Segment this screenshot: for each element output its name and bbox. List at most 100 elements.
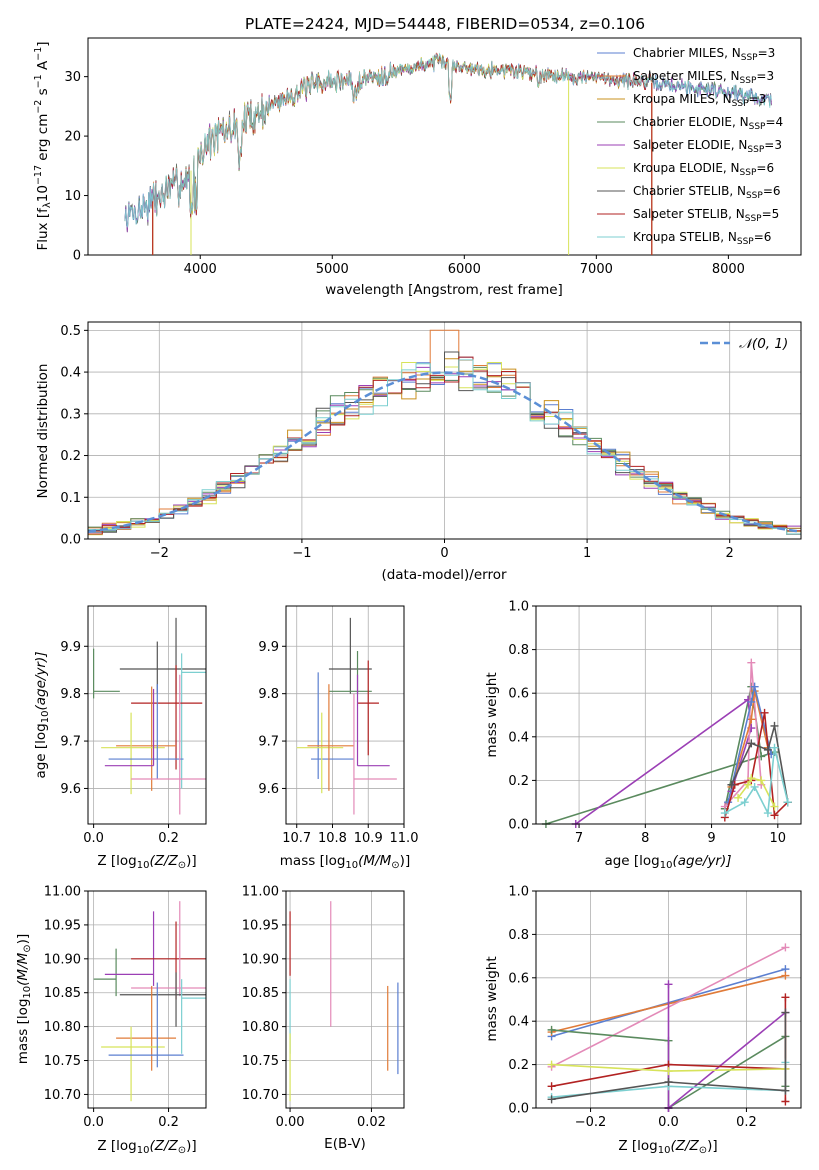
- weight-marker: [770, 802, 779, 811]
- y-tick-label: 0.4: [60, 366, 81, 381]
- weight-marker: [781, 971, 790, 980]
- y-tick-label: 10.70: [44, 1088, 81, 1103]
- legend-text: Chabrier STELIB, N: [633, 184, 746, 198]
- y-tick-label: 10.95: [44, 918, 81, 933]
- legend-entry: Kroupa STELIB, NSSP=6: [633, 230, 771, 247]
- y-tick-label: 0.4: [508, 1015, 529, 1030]
- weight-marker: [781, 943, 790, 952]
- y-tick-label: 10.75: [242, 1054, 279, 1069]
- weight-marker: [664, 1067, 673, 1076]
- x-tick-label: 7: [575, 831, 583, 846]
- legend-entry: Chabrier ELODIE, NSSP=4: [633, 115, 783, 132]
- y-tick-label: 0.0: [60, 533, 81, 548]
- y-tick-label: 0.6: [508, 971, 529, 986]
- legend-text: Salpeter MILES, N: [633, 69, 740, 83]
- weight-marker: [727, 780, 736, 789]
- legend-entry: Chabrier MILES, NSSP=3: [633, 46, 775, 63]
- y-tick-label: 0: [73, 249, 81, 264]
- y-tick-label: 10: [64, 189, 81, 204]
- z-age-panel: 0.0 0.2 9.6 9.7 9.8 9.9 Z [log10(Z/Z⊙)] age […: [33, 605, 207, 871]
- legend-text: Kroupa MILES, N: [633, 92, 732, 106]
- legend-text: Chabrier MILES, N: [633, 46, 741, 60]
- x-tick-label: 0.0: [658, 1115, 679, 1130]
- y-tick-label: 10.90: [242, 952, 279, 967]
- weight-line-pink: [724, 662, 763, 808]
- age-weight-frame: [535, 605, 802, 825]
- weight-marker: [781, 1097, 790, 1106]
- x-tick-label: 9: [707, 831, 715, 846]
- weight-marker: [747, 658, 756, 667]
- weight-marker: [664, 1077, 673, 1086]
- y-tick-label: 1.0: [508, 600, 529, 615]
- x-tick-label: 1: [583, 546, 591, 561]
- mass-age-content: 10.7 10.8 10.9 11.0 9.6 9.7 9.8 9.9: [258, 606, 418, 846]
- weight-marker: [770, 811, 779, 820]
- spectrum-frame: [87, 37, 802, 256]
- spectrum-x-label: wavelength [Angstrom, rest frame]: [325, 282, 563, 298]
- y-tick-label: 30: [64, 70, 81, 85]
- spectrum-lines: [124, 52, 772, 255]
- weight-marker: [740, 798, 749, 807]
- y-tick-label: 9.9: [258, 640, 279, 655]
- legend-text: Chabrier ELODIE, N: [633, 115, 749, 129]
- y-tick-label: 0.2: [60, 449, 81, 464]
- legend-end: =3: [749, 92, 767, 106]
- residual-panel: −2 −1 0 1 2 0.0 0.1 0.2 0.3 0.4 0.5 𝒩(0, 1) (data…: [35, 321, 802, 583]
- legend-text: Salpeter ELODIE, N: [633, 138, 747, 152]
- y-tick-label: 10.90: [44, 952, 81, 967]
- figure-title: PLATE=2424, MJD=54448, FIBERID=0534, z=0…: [245, 15, 645, 33]
- z-weight-panel: −0.2 0.0 0.2 0.0 0.2 0.4 0.6 0.8 1.0 Z [log10(Z/…: [484, 885, 802, 1156]
- y-tick-label: 10.85: [242, 986, 279, 1001]
- spectrum-y-label: Flux [fλ10−17 erg cm−2 s−1 A−1]: [33, 41, 53, 250]
- legend-sub: SSP: [732, 99, 749, 109]
- legend-sub: SSP: [749, 122, 766, 132]
- weight-marker: [781, 993, 790, 1002]
- weight-marker: [760, 708, 769, 717]
- mass-age-x-label: mass [log10(M/M⊙)]: [280, 853, 410, 871]
- y-tick-label: 1.0: [508, 885, 529, 900]
- y-tick-label: 10.70: [242, 1088, 279, 1103]
- weight-marker: [763, 745, 772, 754]
- x-tick-label: 0.00: [276, 1115, 305, 1130]
- normal-curve: [87, 371, 802, 533]
- weight-marker: [757, 776, 766, 785]
- weight-marker: [750, 682, 759, 691]
- legend-text: Salpeter STELIB, N: [633, 207, 745, 221]
- x-tick-label: −1: [292, 546, 311, 561]
- legend-entry: Kroupa ELODIE, NSSP=6: [633, 161, 774, 178]
- z-weight-frame: [535, 890, 802, 1109]
- x-tick-label: 10: [770, 831, 787, 846]
- x-tick-label: 0: [440, 546, 448, 561]
- legend-end: =6: [763, 184, 781, 198]
- y-tick-label: 0.6: [508, 687, 529, 702]
- z-mass-panel: 0.0 0.2 10.70 10.75 10.80 10.85 10.90 10.95 11.0…: [15, 885, 207, 1156]
- y-tick-label: 0.2: [508, 774, 529, 789]
- weight-marker: [763, 809, 772, 818]
- y-tick-label: 0.3: [60, 407, 81, 422]
- age-weight-panel: 7 8 9 10 0.0 0.2 0.4 0.6 0.8 1.0 age [log10(age/y…: [484, 600, 802, 871]
- y-tick-label: 11.00: [242, 885, 279, 900]
- x-tick-label: 0.2: [158, 1115, 179, 1130]
- weight-marker: [770, 721, 779, 730]
- x-tick-label: 5000: [316, 262, 349, 277]
- weight-line-salpeter_miles: [730, 690, 769, 788]
- y-tick-label: 0.2: [508, 1058, 529, 1073]
- x-tick-label: 10.8: [318, 831, 347, 846]
- age-weight-content: 7 8 9 10 0.0 0.2 0.4 0.6 0.8 1.0: [508, 600, 801, 846]
- weight-marker: [747, 739, 756, 748]
- mass-age-panel: 10.7 10.8 10.9 11.0 9.6 9.7 9.8 9.9 mass [log10…: [258, 605, 418, 871]
- z-age-x-label: Z [log10(Z/Z⊙)]: [97, 853, 196, 871]
- y-tick-label: 0.0: [508, 1102, 529, 1117]
- y-tick-label: 9.8: [258, 687, 279, 702]
- y-tick-label: 0.8: [508, 643, 529, 658]
- x-tick-label: 8000: [712, 262, 745, 277]
- x-tick-label: 4000: [184, 262, 217, 277]
- x-tick-label: 0.02: [357, 1115, 386, 1130]
- weight-marker: [547, 1095, 556, 1104]
- ebv-mass-panel: 0.00 0.02 10.70 10.75 10.80 10.85 10.90 10.95 11…: [242, 885, 405, 1152]
- legend-sub: SSP: [741, 53, 758, 63]
- weight-marker: [547, 1082, 556, 1091]
- weight-line-kroupa_stelib: [724, 747, 789, 816]
- weight-marker: [547, 1025, 556, 1034]
